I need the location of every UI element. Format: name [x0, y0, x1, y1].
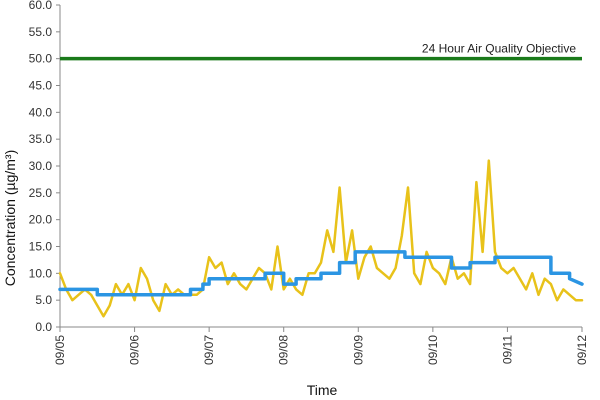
- y-tick-label: 60.0: [29, 0, 53, 12]
- y-tick-label: 40.0: [29, 105, 53, 119]
- x-tick-label: 09/09: [351, 335, 365, 365]
- x-tick-label: 09/07: [202, 335, 216, 365]
- series-group: [58, 159, 584, 318]
- y-tick-label: 15.0: [29, 240, 53, 254]
- y-tick-label: 20.0: [29, 213, 53, 227]
- x-axis: 09/05 09/06 09/07 09/08 09/09 09/10 09/11 09/12: [53, 326, 589, 365]
- x-tick-label: 09/08: [277, 335, 291, 365]
- x-axis-title: Time: [307, 382, 338, 398]
- x-tick-label: 09/11: [500, 335, 514, 364]
- x-tick-label: 09/06: [128, 335, 142, 365]
- objective-group: 24 Hour Air Quality Objective: [60, 42, 582, 61]
- x-tick-label: 09/10: [426, 335, 440, 365]
- y-axis-title: Concentration (µg/m³): [2, 150, 18, 286]
- y-tick-label: 10.0: [29, 266, 53, 280]
- y-tick-label: 25.0: [29, 186, 53, 200]
- y-tick-label: 55.0: [29, 25, 53, 39]
- objective-label: 24 Hour Air Quality Objective: [422, 42, 576, 56]
- y-tick-label: 35.0: [29, 132, 53, 146]
- x-tick-label: 09/05: [53, 335, 67, 365]
- x-tick-label: 09/12: [575, 335, 589, 365]
- hourly-series-line: [58, 159, 584, 318]
- y-tick-label: 50.0: [29, 52, 53, 66]
- rolling-series-line: [58, 250, 584, 297]
- y-tick-label: 30.0: [29, 159, 53, 173]
- y-tick-label: 45.0: [29, 79, 53, 93]
- y-tick-label: 5.0: [35, 293, 52, 307]
- y-tick-label: 0.0: [35, 320, 52, 334]
- y-axis: 0.0 5.0 10.0 15.0 20.0 25.0 30.0 35.0 40.0 45.0 50…: [29, 0, 61, 334]
